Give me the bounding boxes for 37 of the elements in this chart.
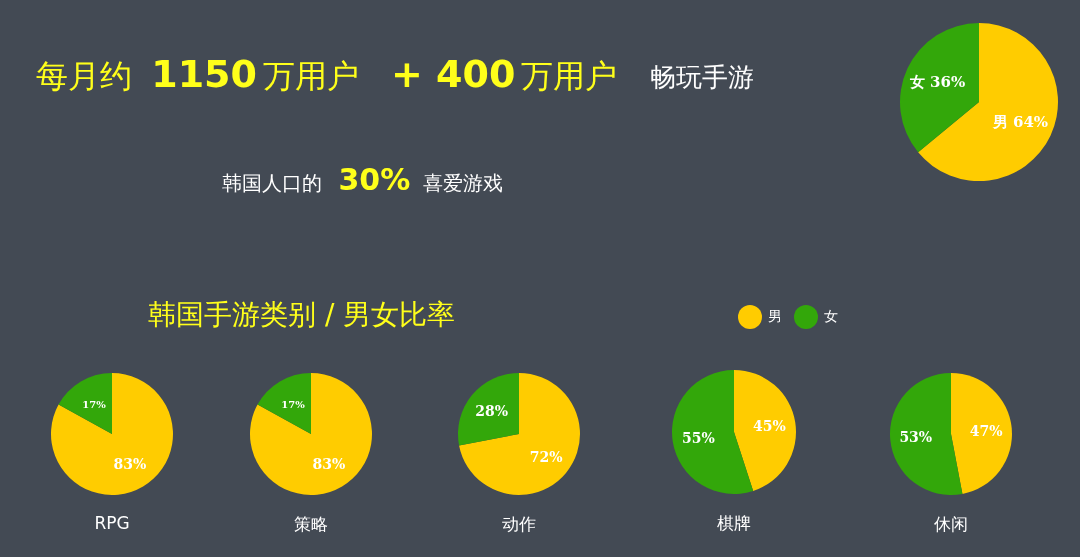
text: 策略 <box>293 513 329 536</box>
data-label: 17% <box>82 398 107 410</box>
data-label: 45% <box>753 418 786 435</box>
pie-slice <box>459 373 580 495</box>
text: 每月约 1150万用户 <box>36 52 359 96</box>
text: 棋牌 <box>716 512 752 535</box>
data-label: 64% <box>1013 112 1049 131</box>
pie-slice <box>900 23 979 153</box>
pie-slice <box>951 373 1012 494</box>
text: RPG <box>93 513 131 533</box>
pie-slice <box>58 373 112 434</box>
text: 韩国手游类别 / 男女比率 <box>148 297 456 333</box>
legend-label: 男 <box>768 308 782 326</box>
slice-label: 男 <box>991 112 1014 131</box>
data-label: 72% <box>529 448 563 465</box>
pie-slice <box>672 370 754 494</box>
text: 畅玩手游 <box>650 62 754 92</box>
pie-slice <box>890 373 963 495</box>
slice-label: 女 <box>908 73 931 92</box>
data-label: 83% <box>312 456 346 473</box>
pie-slice <box>250 373 372 495</box>
legend-label: 女 <box>824 308 838 326</box>
text: 休闲 <box>933 513 969 536</box>
data-label: 17% <box>281 398 306 410</box>
data-label: 36% <box>930 73 966 92</box>
data-label: 28% <box>475 403 509 420</box>
pie-slice <box>51 373 173 495</box>
data-label: 83% <box>113 456 147 473</box>
text: 动作 <box>501 513 537 536</box>
data-label: 47% <box>969 422 1003 439</box>
data-label: 53% <box>899 429 933 446</box>
text: 韩国人口的 30% 喜爱游戏 <box>222 162 503 197</box>
pie-slice <box>257 373 311 434</box>
data-label: 55% <box>682 429 715 446</box>
pie-slice <box>458 373 519 446</box>
pie-slice <box>734 370 796 491</box>
text: + 400万用户 <box>391 52 618 96</box>
